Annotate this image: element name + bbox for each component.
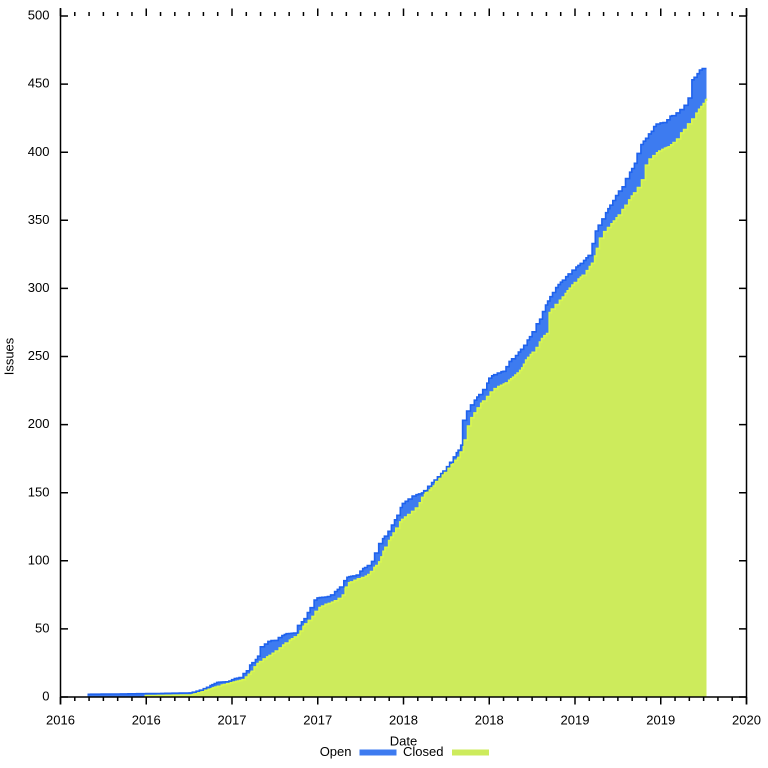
svg-text:50: 50 <box>35 621 49 636</box>
svg-text:150: 150 <box>28 484 50 499</box>
svg-text:400: 400 <box>28 144 50 159</box>
svg-text:0: 0 <box>42 689 49 704</box>
svg-text:2016: 2016 <box>132 713 161 728</box>
svg-text:350: 350 <box>28 212 50 227</box>
svg-text:2018: 2018 <box>389 713 418 728</box>
svg-text:2017: 2017 <box>303 713 332 728</box>
svg-text:2017: 2017 <box>218 713 247 728</box>
svg-text:2019: 2019 <box>561 713 590 728</box>
svg-text:100: 100 <box>28 552 50 567</box>
svg-text:2020: 2020 <box>732 713 761 728</box>
svg-text:Issues: Issues <box>2 337 17 375</box>
svg-text:Date: Date <box>390 734 417 749</box>
svg-text:Closed: Closed <box>403 744 443 759</box>
svg-text:Open: Open <box>320 744 352 759</box>
svg-text:200: 200 <box>28 416 50 431</box>
svg-text:2016: 2016 <box>46 713 75 728</box>
svg-text:450: 450 <box>28 76 50 91</box>
svg-text:300: 300 <box>28 280 50 295</box>
svg-text:500: 500 <box>28 8 50 23</box>
svg-text:250: 250 <box>28 348 50 363</box>
svg-text:2018: 2018 <box>475 713 504 728</box>
svg-text:2019: 2019 <box>646 713 675 728</box>
